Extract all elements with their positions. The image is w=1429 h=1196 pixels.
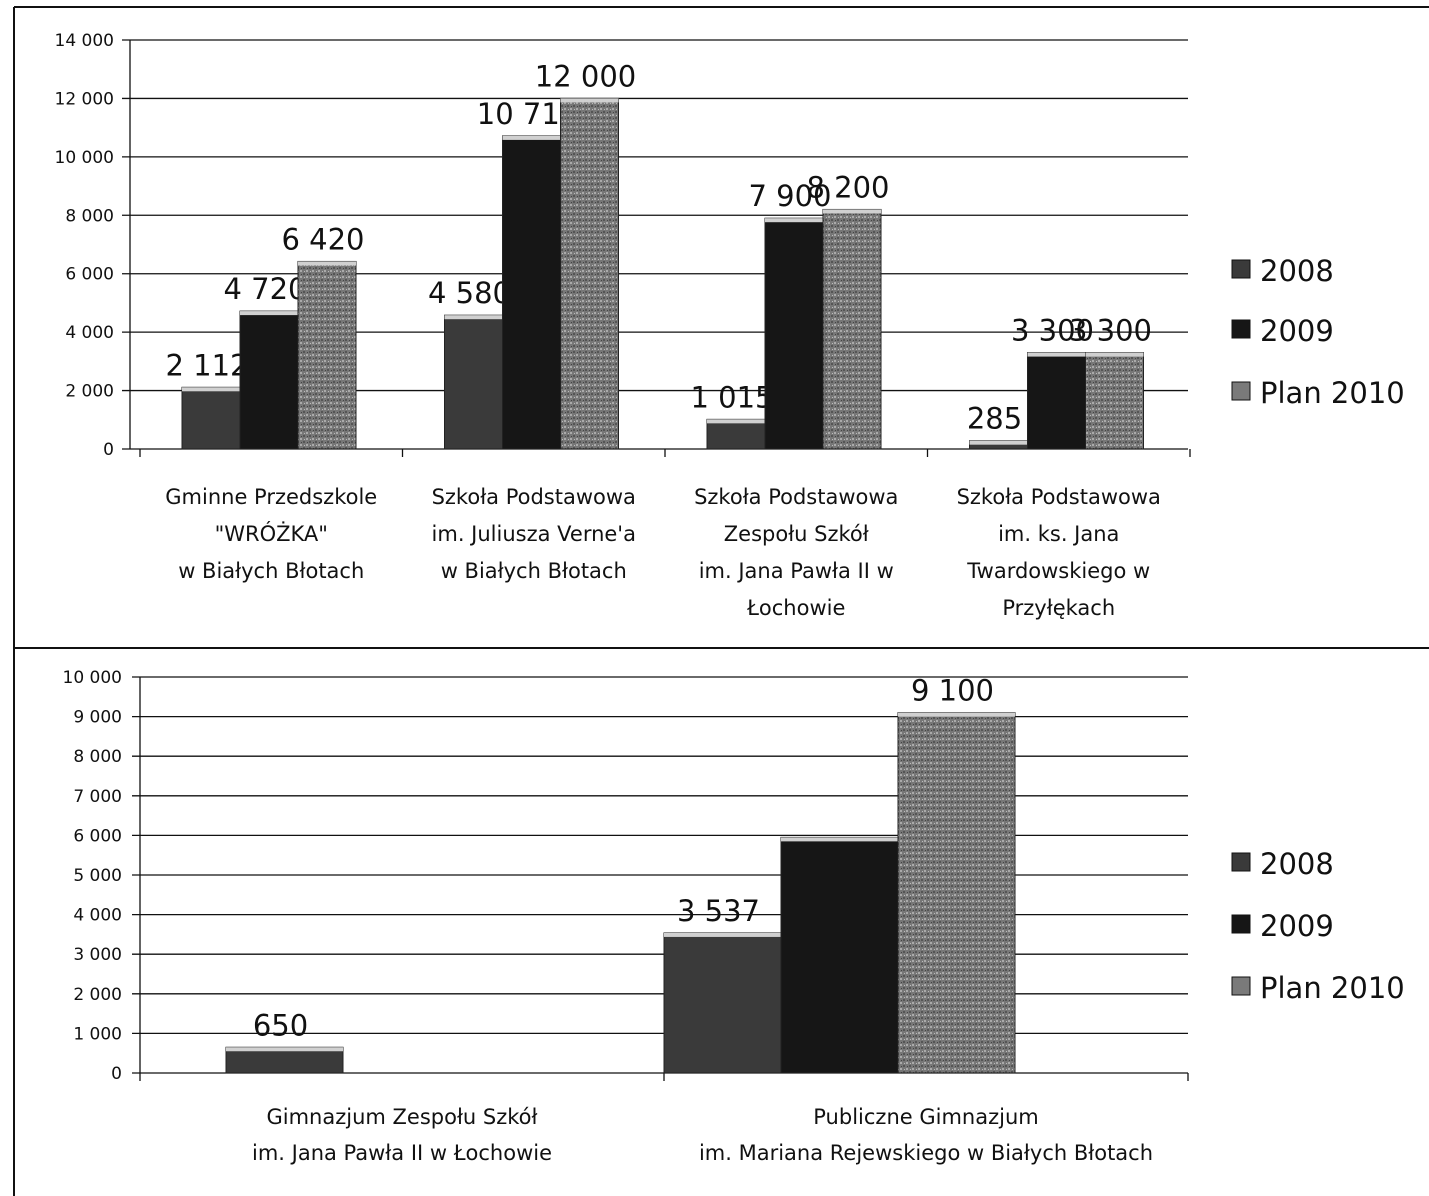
y-tick-label: 14 000 bbox=[55, 31, 114, 51]
bar bbox=[297, 260, 357, 450]
category-label: Przyłękach bbox=[1002, 596, 1115, 620]
data-label: 6 420 bbox=[281, 222, 364, 256]
y-tick-label: 2 000 bbox=[73, 985, 122, 1005]
bar-top bbox=[502, 135, 561, 140]
bar-top bbox=[781, 837, 898, 842]
category-label: Szkoła Podstawowa bbox=[432, 485, 636, 509]
bar-top bbox=[182, 387, 240, 392]
category-label: im. Jana Pawła II w Łochowie bbox=[252, 1141, 552, 1165]
category-label: im. Mariana Rejewskiego w Białych Błotac… bbox=[699, 1141, 1153, 1165]
bar-top bbox=[240, 311, 298, 316]
bar bbox=[780, 836, 899, 1074]
y-tick-label: 12 000 bbox=[55, 89, 114, 109]
y-tick-label: 0 bbox=[103, 440, 114, 460]
y-tick-label: 2 000 bbox=[65, 382, 114, 402]
bar bbox=[1027, 352, 1086, 450]
bar-top bbox=[226, 1047, 343, 1052]
bar bbox=[706, 418, 766, 450]
category-label: Twardowskiego w bbox=[966, 559, 1150, 583]
bar-top bbox=[298, 261, 356, 266]
data-label: 7 900 bbox=[748, 179, 831, 213]
data-label: 4 720 bbox=[223, 272, 306, 306]
bar-top bbox=[1085, 352, 1144, 357]
legend-swatch bbox=[1231, 914, 1251, 934]
category-label: "WRÓŻKA" bbox=[215, 521, 328, 546]
bar-top bbox=[560, 98, 619, 103]
y-tick-label: 0 bbox=[111, 1064, 122, 1084]
category-label: Szkoła Podstawowa bbox=[957, 485, 1161, 509]
category-label: Gminne Przedszkole bbox=[165, 485, 377, 509]
bar-top bbox=[969, 440, 1028, 445]
bar bbox=[225, 1046, 344, 1074]
y-tick-label: 1 000 bbox=[73, 1024, 122, 1044]
data-label: 2 112 bbox=[165, 348, 248, 382]
y-tick-label: 6 000 bbox=[65, 265, 114, 285]
data-label: 12 000 bbox=[535, 59, 636, 93]
category-label: im. ks. Jana bbox=[998, 522, 1119, 546]
bar bbox=[239, 310, 299, 450]
bar-top bbox=[823, 209, 881, 214]
data-label: 650 bbox=[253, 1008, 308, 1042]
data-label: 4 580 bbox=[428, 276, 511, 310]
bar-top bbox=[1027, 352, 1086, 357]
bar bbox=[1085, 352, 1144, 450]
y-tick-label: 4 000 bbox=[73, 906, 122, 926]
data-label: 1 015 bbox=[690, 380, 773, 414]
bar bbox=[181, 386, 241, 450]
bar bbox=[764, 217, 824, 450]
y-tick-label: 7 000 bbox=[73, 787, 122, 807]
bar bbox=[663, 932, 782, 1074]
y-tick-label: 9 000 bbox=[73, 708, 122, 728]
bar-top bbox=[707, 419, 765, 424]
y-tick-label: 8 000 bbox=[65, 206, 114, 226]
bar-top bbox=[444, 315, 503, 320]
category-label: Publiczne Gimnazjum bbox=[813, 1105, 1038, 1129]
y-tick-label: 8 000 bbox=[73, 747, 122, 767]
bar bbox=[560, 97, 619, 450]
data-label: 3 300 bbox=[1011, 314, 1094, 348]
chart-1: 0 2 000 4 000 6 000 8 000 10 000 12 000 14 000 2… bbox=[55, 31, 1405, 620]
y-tick-label: 10 000 bbox=[63, 668, 122, 688]
bar-top bbox=[664, 932, 781, 937]
chart-2: 0 1 000 2 000 3 000 4 000 5 000 6 000 7 000 8 00… bbox=[63, 668, 1405, 1165]
category-label: Zespołu Szkół bbox=[724, 522, 869, 546]
bar bbox=[897, 712, 1016, 1074]
legend-label: 2008 bbox=[1260, 254, 1334, 288]
data-label: 3 300 bbox=[1069, 314, 1152, 348]
y-tick-label: 3 000 bbox=[73, 945, 122, 965]
category-label: Szkoła Podstawowa bbox=[694, 485, 898, 509]
bar-top bbox=[765, 218, 823, 223]
legend-label: Plan 2010 bbox=[1260, 971, 1405, 1005]
category-label: w Białych Błotach bbox=[178, 559, 364, 583]
bar bbox=[502, 135, 561, 450]
category-label: Gimnazjum Zespołu Szkół bbox=[266, 1105, 537, 1129]
category-label: im. Juliusza Verne'a bbox=[432, 522, 636, 546]
legend-swatch bbox=[1231, 381, 1251, 401]
y-tick-label: 10 000 bbox=[55, 148, 114, 168]
data-label: 8 200 bbox=[806, 170, 889, 204]
legend-swatch bbox=[1231, 852, 1251, 872]
category-label: im. Jana Pawła II w bbox=[699, 559, 894, 583]
legend-label: 2008 bbox=[1260, 847, 1334, 881]
data-label: 3 537 bbox=[677, 894, 760, 928]
legend-label: Plan 2010 bbox=[1260, 376, 1405, 410]
bar-top bbox=[898, 712, 1015, 717]
legend-label: 2009 bbox=[1260, 314, 1334, 348]
bar bbox=[444, 314, 503, 450]
legend-swatch bbox=[1231, 976, 1251, 996]
y-tick-label: 4 000 bbox=[65, 323, 114, 343]
data-label: 9 100 bbox=[911, 674, 994, 708]
legend-swatch bbox=[1231, 259, 1251, 279]
category-label: Łochowie bbox=[746, 596, 845, 620]
y-tick-label: 5 000 bbox=[73, 866, 122, 886]
legend-swatch bbox=[1231, 319, 1251, 339]
y-tick-label: 6 000 bbox=[73, 826, 122, 846]
bar bbox=[822, 208, 882, 450]
data-label: 285 bbox=[967, 402, 1022, 436]
legend-label: 2009 bbox=[1260, 909, 1334, 943]
category-label: w Białych Błotach bbox=[441, 559, 627, 583]
